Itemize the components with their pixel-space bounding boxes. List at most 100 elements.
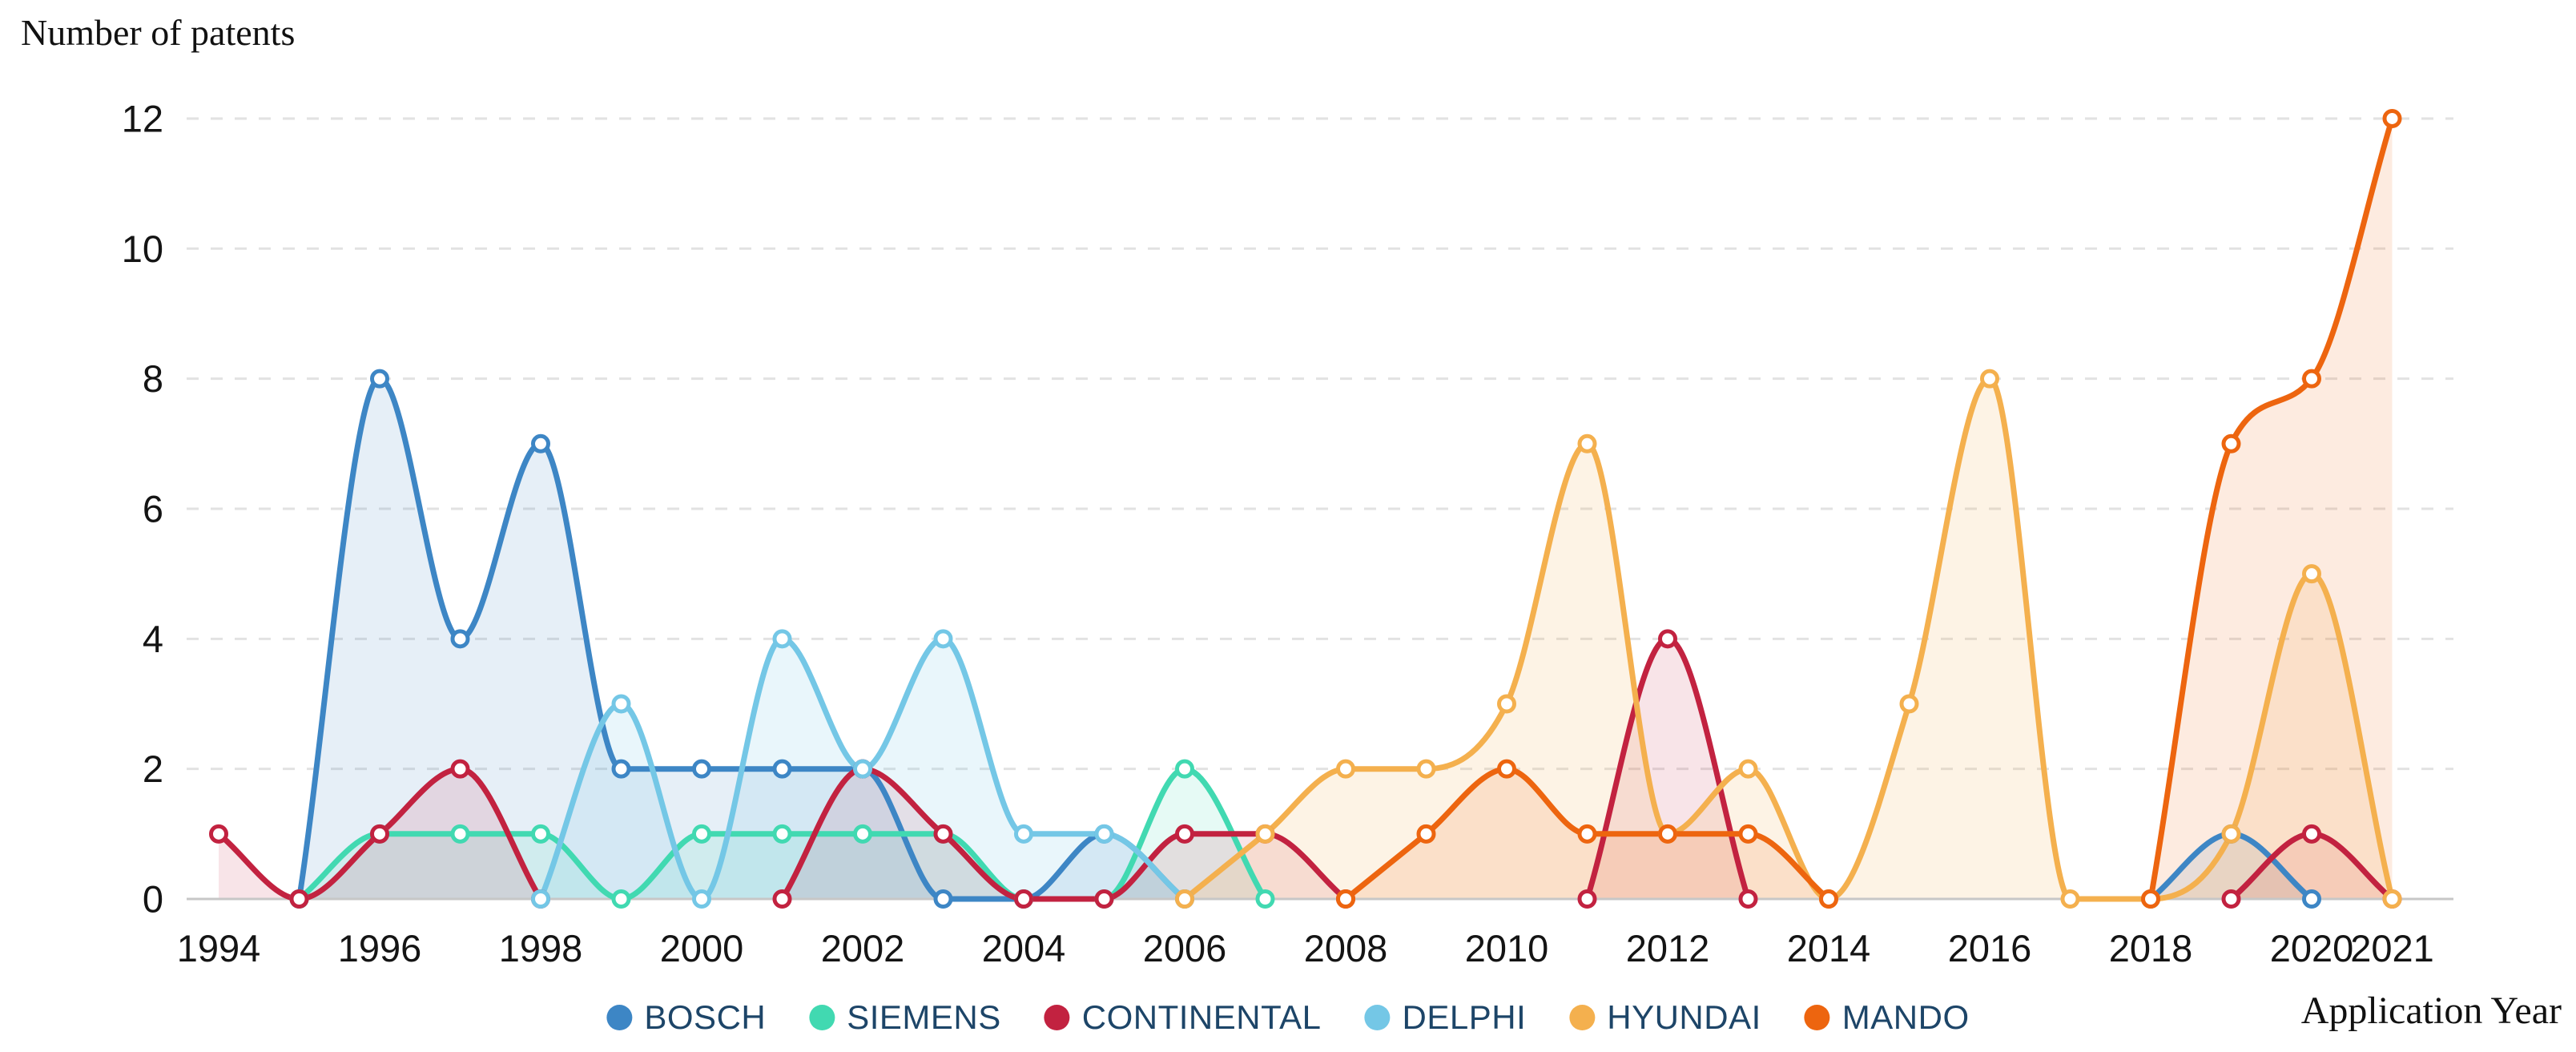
- x-axis-title: Application Year: [2300, 990, 2562, 1032]
- data-point-delphi-1998: [531, 889, 550, 909]
- y-tick-label-2: 2: [143, 748, 163, 790]
- data-point-continental-2012: [1658, 629, 1677, 649]
- data-point-siemens-2000: [692, 824, 711, 844]
- y-tick-label-10: 10: [122, 228, 163, 270]
- x-tick-label-1998: 1998: [499, 927, 583, 969]
- data-point-delphi-1999: [611, 694, 631, 714]
- y-tick-label-6: 6: [143, 487, 163, 530]
- axis-label-layer: 0 2 4 6 8 10 12 1994 1996 1998 2000 2002 2004 2006 200…: [122, 97, 2434, 969]
- data-point-mando-2008: [1336, 889, 1355, 909]
- y-tick-label-8: 8: [143, 357, 163, 400]
- x-tick-label-2021: 2021: [2350, 927, 2434, 969]
- data-point-siemens-1997: [450, 824, 470, 844]
- data-point-continental-2006: [1175, 824, 1194, 844]
- legend: BOSCH SIEMENS CONTINENTAL DELPHI HYUNDAI MAND…: [606, 992, 1969, 1043]
- series-area-continental: [782, 768, 1346, 899]
- data-point-delphi-2004: [1014, 824, 1033, 844]
- y-tick-label-0: 0: [143, 878, 163, 921]
- data-point-mando-2013: [1738, 824, 1758, 844]
- data-point-continental-1996: [370, 824, 389, 844]
- data-point-hyundai-2015: [1899, 694, 1919, 714]
- legend-dot-hyundai: [1569, 1005, 1596, 1030]
- data-point-mando-2011: [1577, 824, 1597, 844]
- legend-item-hyundai[interactable]: HYUNDAI: [1569, 998, 1761, 1037]
- data-point-hyundai-2008: [1336, 759, 1355, 779]
- data-point-continental-2005: [1094, 889, 1114, 909]
- data-point-hyundai-2016: [1980, 369, 1999, 389]
- data-point-siemens-2001: [772, 824, 792, 844]
- legend-item-siemens[interactable]: SIEMENS: [809, 998, 1001, 1037]
- series-line-delphi: [537, 635, 1188, 902]
- data-point-hyundai-2019: [2221, 824, 2241, 844]
- legend-dot-bosch: [606, 1005, 633, 1030]
- data-point-continental-1995: [289, 889, 309, 909]
- data-point-bosch-1998: [531, 433, 550, 453]
- data-point-hyundai-2009: [1416, 759, 1436, 779]
- legend-item-delphi[interactable]: DELPHI: [1364, 998, 1527, 1037]
- data-point-bosch-2000: [692, 759, 711, 779]
- x-tick-label-1996: 1996: [338, 927, 422, 969]
- legend-dot-mando: [1804, 1005, 1830, 1030]
- data-point-hyundai-2010: [1497, 694, 1516, 714]
- data-point-siemens-2006: [1175, 759, 1194, 779]
- x-tick-label-2000: 2000: [660, 927, 744, 969]
- legend-label-bosch: BOSCH: [644, 998, 767, 1036]
- y-tick-label-4: 4: [143, 618, 163, 660]
- data-point-continental-2019: [2221, 889, 2241, 909]
- data-point-continental-2020: [2302, 824, 2321, 844]
- data-point-continental-2004: [1014, 889, 1033, 909]
- data-point-mando-2020: [2302, 369, 2321, 389]
- legend-item-bosch[interactable]: BOSCH: [606, 998, 766, 1037]
- data-point-continental-1997: [450, 759, 470, 779]
- data-point-continental-2013: [1738, 889, 1758, 909]
- data-point-mando-2009: [1416, 824, 1436, 844]
- data-point-continental-2003: [933, 824, 953, 844]
- x-tick-label-2004: 2004: [982, 927, 1066, 969]
- data-point-bosch-1997: [450, 629, 470, 649]
- series-marker-layer: [209, 108, 2402, 909]
- data-point-hyundai-2013: [1738, 759, 1758, 779]
- y-tick-label-12: 12: [122, 97, 163, 139]
- data-point-mando-2018: [2141, 889, 2160, 909]
- data-point-bosch-2020: [2302, 889, 2321, 909]
- x-tick-label-2006: 2006: [1143, 927, 1227, 969]
- data-point-delphi-2005: [1094, 824, 1114, 844]
- data-point-bosch-2001: [772, 759, 792, 779]
- grid-layer: [187, 117, 2453, 771]
- data-point-siemens-1999: [611, 889, 631, 909]
- data-point-mando-2021: [2382, 108, 2402, 128]
- data-point-hyundai-2021: [2382, 889, 2402, 909]
- data-point-mando-2014: [1819, 889, 1838, 909]
- x-tick-label-2016: 2016: [1948, 927, 2032, 969]
- legend-dot-delphi: [1364, 1005, 1391, 1030]
- legend-label-delphi: DELPHI: [1402, 998, 1527, 1036]
- data-point-mando-2019: [2221, 433, 2241, 453]
- series-area-mando: [2151, 119, 2393, 899]
- legend-item-continental[interactable]: CONTINENTAL: [1044, 998, 1322, 1037]
- legend-dot-continental: [1044, 1005, 1070, 1030]
- x-tick-label-2008: 2008: [1304, 927, 1388, 969]
- data-point-hyundai-2007: [1255, 824, 1275, 844]
- legend-label-hyundai: HYUNDAI: [1607, 998, 1761, 1036]
- data-point-hyundai-2006: [1175, 889, 1194, 909]
- series-area-bosch: [299, 378, 1185, 900]
- data-point-bosch-1996: [370, 369, 389, 389]
- chart-title: Number of patents: [21, 12, 296, 53]
- data-point-delphi-2001: [772, 629, 792, 649]
- data-point-continental-1994: [209, 824, 228, 844]
- data-point-hyundai-2011: [1577, 433, 1597, 453]
- data-point-mando-2010: [1497, 759, 1516, 779]
- legend-dot-siemens: [809, 1005, 835, 1030]
- data-point-siemens-2002: [853, 824, 872, 844]
- data-point-siemens-2007: [1255, 889, 1275, 909]
- x-tick-label-2010: 2010: [1465, 927, 1549, 969]
- data-point-delphi-2003: [933, 629, 953, 649]
- data-point-hyundai-2020: [2302, 564, 2321, 584]
- series-line-mando: [2147, 115, 2395, 902]
- data-point-continental-2001: [772, 889, 792, 909]
- data-point-siemens-1998: [531, 824, 550, 844]
- series-area-bosch: [2151, 833, 2312, 899]
- legend-item-mando[interactable]: MANDO: [1804, 998, 1970, 1037]
